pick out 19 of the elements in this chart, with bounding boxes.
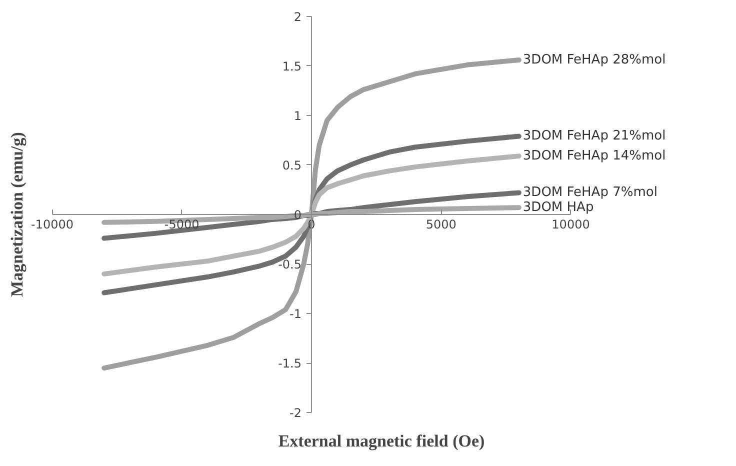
y-tick-label: 2 bbox=[294, 10, 302, 24]
x-tick-label: -5000 bbox=[164, 218, 200, 232]
series-label: 3DOM FeHAp 21%mol bbox=[522, 128, 666, 144]
y-tick-label: -0.5 bbox=[278, 258, 302, 272]
x-axis-title: External magnetic field (Oe) bbox=[278, 432, 485, 450]
x-tick-label: 10000 bbox=[552, 218, 590, 232]
series-label: 3DOM FeHAp 28%mol bbox=[522, 52, 666, 68]
series-label: 3DOM FeHAp 14%mol bbox=[522, 148, 666, 164]
x-tick-label: 5000 bbox=[426, 218, 456, 232]
y-tick-label: -1 bbox=[290, 307, 302, 322]
y-tick-label: 1.5 bbox=[282, 59, 302, 74]
y-tick-label: 1 bbox=[294, 108, 302, 123]
y-tick-label: -2 bbox=[290, 406, 302, 420]
series-label: 3DOM HAp bbox=[522, 200, 594, 216]
series-label: 3DOM FeHAp 7%mol bbox=[522, 185, 658, 200]
y-tick-label: -1.5 bbox=[278, 356, 302, 371]
y-axis-title: Magnetization (emu/g) bbox=[8, 132, 26, 297]
x-tick-label: -10000 bbox=[30, 218, 74, 232]
y-tick-label: 0.5 bbox=[282, 158, 302, 172]
